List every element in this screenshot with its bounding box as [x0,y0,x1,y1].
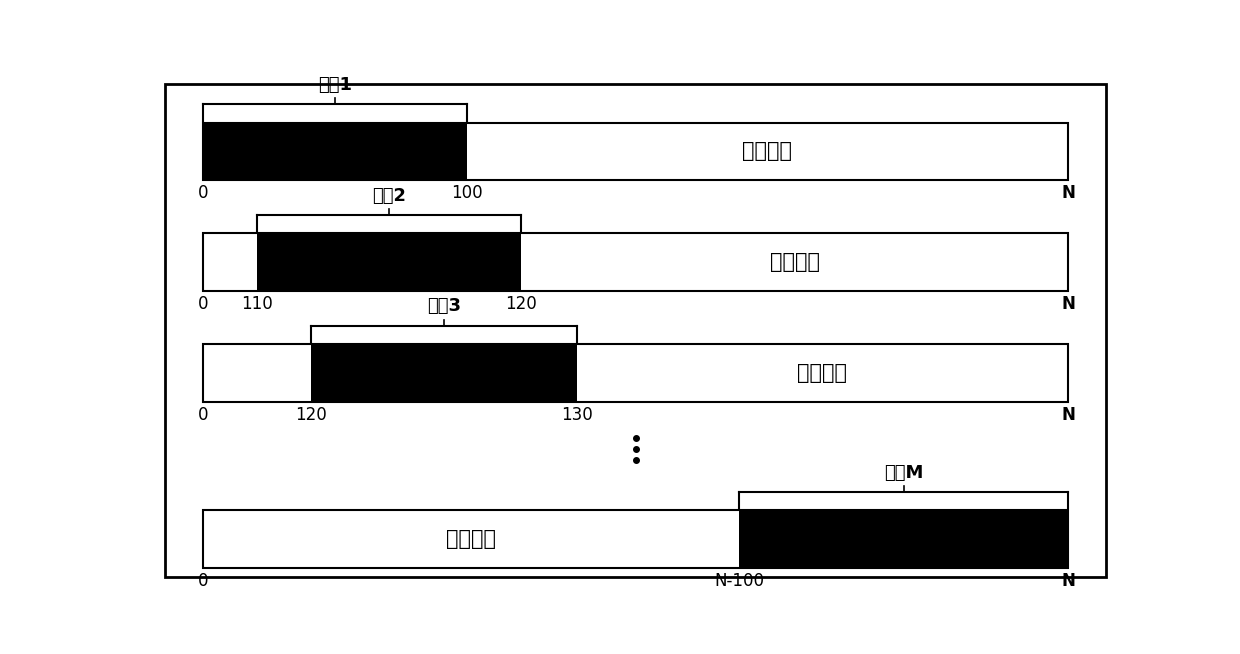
Bar [203,122,1068,181]
Text: 样本1: 样本1 [317,76,352,94]
Text: 原始数据: 原始数据 [446,529,496,549]
Text: 0: 0 [198,184,208,203]
Bar [739,510,1068,568]
Text: N: N [1061,295,1075,313]
Text: N-100: N-100 [714,572,764,591]
Text: N: N [1061,572,1075,591]
Text: 120: 120 [295,406,327,424]
Text: 100: 100 [451,184,482,203]
Text: 0: 0 [198,295,208,313]
Text: 原始数据: 原始数据 [743,141,792,162]
Bar [203,233,1068,291]
Text: 原始数据: 原始数据 [797,363,847,383]
Text: 120: 120 [506,295,537,313]
Text: N: N [1061,406,1075,424]
Text: 110: 110 [241,295,273,313]
Text: 0: 0 [198,406,208,424]
Text: 样本M: 样本M [884,464,924,481]
Text: 130: 130 [560,406,593,424]
Bar [203,344,1068,402]
Text: N: N [1061,184,1075,203]
Text: 原始数据: 原始数据 [770,252,820,272]
Bar [311,344,577,402]
Bar [203,122,466,181]
Text: 样本3: 样本3 [427,298,461,315]
Text: 样本2: 样本2 [372,186,405,205]
Text: 0: 0 [198,572,208,591]
Bar [257,233,521,291]
Bar [203,510,1068,568]
